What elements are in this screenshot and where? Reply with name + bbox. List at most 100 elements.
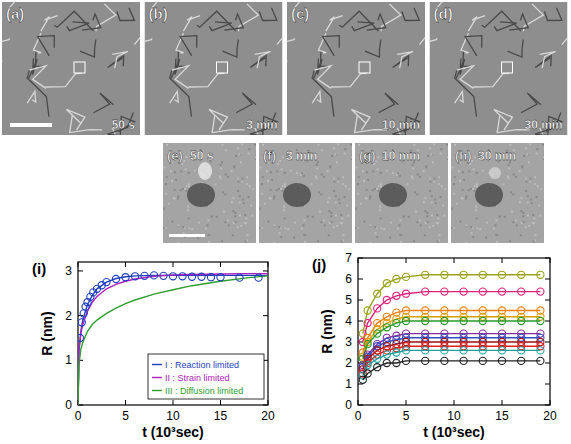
noise bbox=[355, 208, 357, 210]
grain-boundary bbox=[365, 39, 381, 57]
data-point bbox=[374, 305, 381, 312]
noise bbox=[328, 210, 330, 212]
legend-swatch bbox=[152, 377, 162, 378]
noise bbox=[442, 205, 444, 207]
series-line bbox=[363, 361, 541, 380]
noise bbox=[491, 243, 493, 244]
data-point bbox=[364, 320, 371, 327]
data-point bbox=[498, 317, 505, 324]
noise bbox=[316, 168, 318, 170]
data-point bbox=[498, 288, 505, 295]
data-point bbox=[383, 343, 390, 350]
noise bbox=[433, 143, 435, 145]
image-content bbox=[259, 143, 352, 243]
noise bbox=[378, 156, 380, 158]
noise bbox=[327, 170, 329, 172]
x-tick bbox=[220, 400, 221, 405]
noise bbox=[194, 170, 196, 172]
noise bbox=[234, 215, 236, 217]
image-panel: (h)30 min bbox=[451, 143, 546, 245]
noise bbox=[323, 176, 325, 178]
noise bbox=[369, 198, 371, 200]
noise bbox=[251, 215, 253, 217]
noise bbox=[344, 153, 346, 155]
noise bbox=[244, 214, 246, 216]
noise bbox=[507, 177, 509, 179]
noise bbox=[312, 216, 314, 218]
noise bbox=[174, 189, 176, 191]
noise bbox=[227, 176, 229, 178]
legend-swatch bbox=[152, 390, 162, 391]
noise bbox=[262, 144, 264, 146]
y-tick bbox=[545, 258, 550, 259]
data-point bbox=[393, 349, 400, 356]
noise bbox=[474, 156, 476, 158]
noise bbox=[341, 217, 343, 219]
grain-boundary bbox=[80, 39, 96, 57]
noise bbox=[465, 195, 467, 197]
noise bbox=[429, 181, 431, 183]
noise bbox=[373, 163, 375, 165]
noise bbox=[374, 226, 376, 228]
noise bbox=[242, 178, 244, 180]
noise bbox=[208, 241, 210, 243]
noise bbox=[493, 228, 495, 230]
noise bbox=[329, 165, 331, 167]
grain-boundary bbox=[238, 4, 258, 31]
noise bbox=[294, 222, 296, 224]
noise bbox=[186, 190, 188, 192]
noise bbox=[529, 143, 531, 145]
grain-boundary bbox=[457, 66, 474, 89]
x-tick-label: 20 bbox=[543, 409, 557, 423]
x-tick-label: 5 bbox=[122, 409, 129, 423]
data-point bbox=[479, 317, 486, 324]
series-line bbox=[78, 274, 268, 405]
noise bbox=[355, 166, 357, 168]
data-point bbox=[374, 355, 381, 362]
noise bbox=[242, 198, 244, 200]
panel-time: 30 min bbox=[478, 149, 516, 163]
data-point bbox=[236, 274, 243, 281]
noise bbox=[344, 148, 346, 150]
image-content bbox=[430, 2, 568, 135]
noise bbox=[435, 202, 437, 204]
noise bbox=[536, 148, 538, 150]
grain-boundary bbox=[402, 8, 419, 21]
noise bbox=[352, 154, 353, 156]
x-tick bbox=[358, 400, 359, 405]
data-point bbox=[479, 338, 486, 345]
noise bbox=[525, 190, 527, 192]
noise bbox=[369, 195, 371, 197]
noise bbox=[191, 228, 193, 230]
noise bbox=[232, 234, 234, 236]
noise bbox=[476, 183, 478, 185]
grain-boundary bbox=[465, 36, 482, 56]
x-tick-label: 0 bbox=[75, 409, 82, 423]
data-point bbox=[518, 317, 525, 324]
noise bbox=[180, 171, 182, 173]
noise bbox=[232, 210, 234, 212]
noise bbox=[540, 188, 542, 190]
noise bbox=[225, 149, 227, 151]
noise bbox=[377, 168, 379, 170]
data-point bbox=[422, 271, 429, 278]
noise bbox=[465, 242, 467, 243]
noise bbox=[446, 144, 448, 146]
data-point bbox=[103, 279, 110, 286]
x-tick bbox=[125, 400, 126, 405]
x-tick bbox=[454, 400, 455, 405]
noise bbox=[512, 193, 514, 195]
noise bbox=[281, 168, 283, 170]
data-point bbox=[479, 357, 486, 364]
noise bbox=[330, 215, 332, 217]
data-point bbox=[402, 317, 409, 324]
data-point bbox=[460, 288, 467, 295]
noise bbox=[516, 224, 518, 226]
noise bbox=[284, 183, 286, 185]
data-point bbox=[383, 280, 390, 287]
noise bbox=[266, 170, 268, 172]
grain-boundary bbox=[287, 38, 295, 61]
y-tick bbox=[358, 405, 363, 406]
data-point bbox=[498, 313, 505, 320]
data-point bbox=[441, 330, 448, 337]
